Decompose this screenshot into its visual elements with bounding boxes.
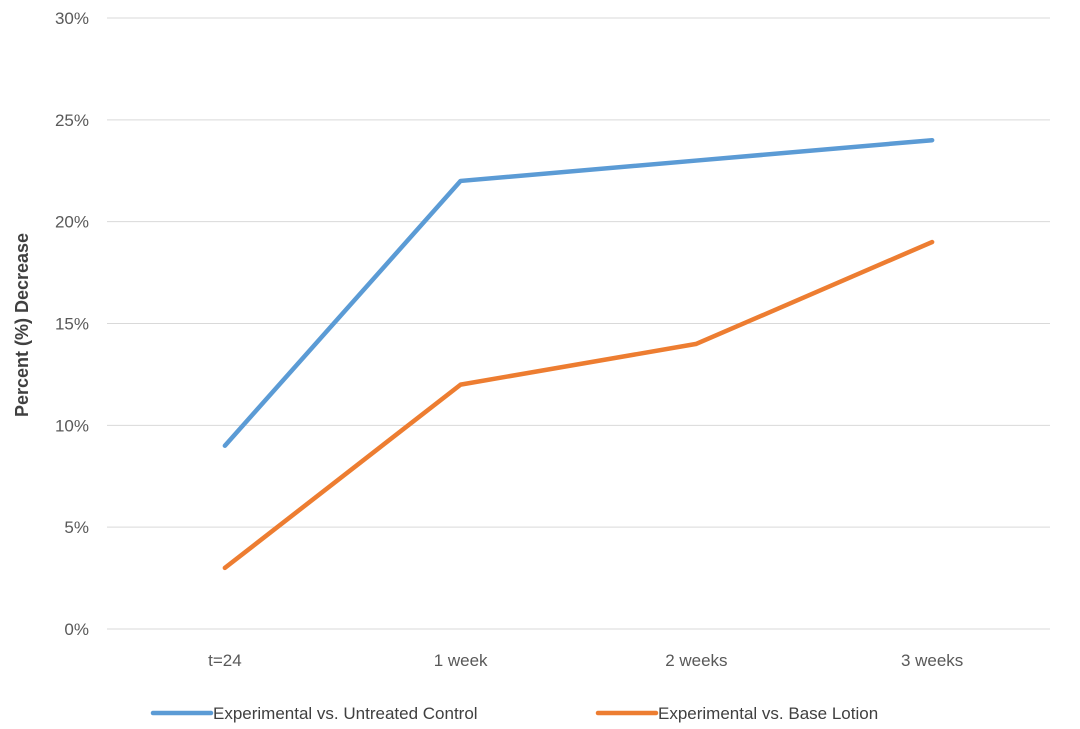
y-tick-label: 15% <box>55 315 89 334</box>
y-tick-label: 10% <box>55 416 89 435</box>
y-tick-label: 5% <box>64 518 89 537</box>
y-tick-label: 30% <box>55 9 89 28</box>
gridlines <box>107 18 1050 629</box>
series-line-1 <box>225 140 932 446</box>
x-tick-label: 1 week <box>434 651 488 670</box>
x-tick-label: t=24 <box>208 651 242 670</box>
legend-label: Experimental vs. Base Lotion <box>658 704 878 723</box>
x-axis-ticks: t=24 1 week 2 weeks 3 weeks <box>208 651 963 670</box>
y-tick-label: 20% <box>55 213 89 232</box>
x-tick-label: 3 weeks <box>901 651 963 670</box>
series-lines <box>225 140 932 568</box>
legend-label: Experimental vs. Untreated Control <box>213 704 478 723</box>
series-line-2 <box>225 242 932 568</box>
y-axis-title: Percent (%) Decrease <box>12 233 32 417</box>
y-tick-label: 0% <box>64 620 89 639</box>
y-tick-label: 25% <box>55 111 89 130</box>
x-tick-label: 2 weeks <box>665 651 727 670</box>
legend: Experimental vs. Untreated Control Experi… <box>153 704 878 723</box>
y-axis-ticks: 0% 5% 10% 15% 20% 25% 30% <box>55 9 89 639</box>
